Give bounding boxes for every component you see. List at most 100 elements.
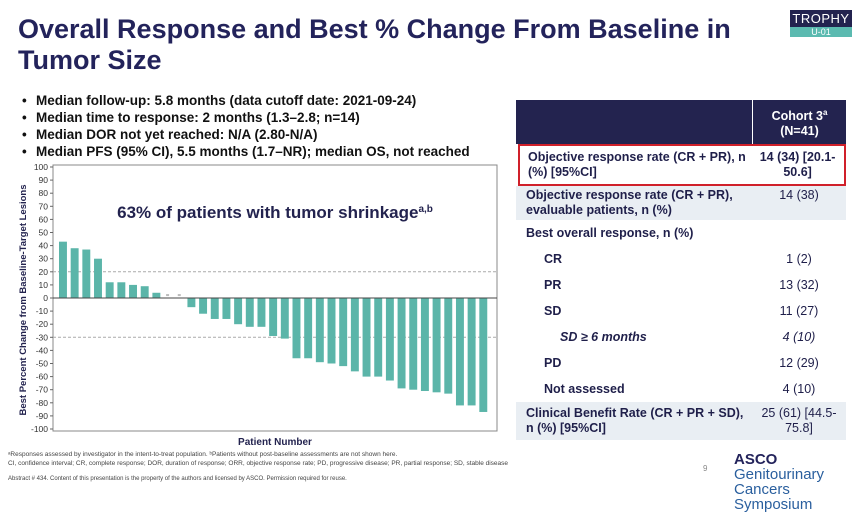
table-row: CR 1 (2) bbox=[516, 246, 846, 272]
asco-a: ASCO bbox=[734, 451, 778, 468]
row-label: PR bbox=[544, 277, 562, 292]
row-label: Clinical Benefit Rate (CR + PR + SD), n … bbox=[526, 406, 744, 435]
bar-marker bbox=[166, 294, 170, 297]
bar bbox=[420, 298, 429, 392]
table-row: PD 12 (29) bbox=[516, 350, 846, 376]
table-row: Objective response rate (CR + PR), n (%)… bbox=[518, 144, 846, 186]
y-tick-label: 30 bbox=[39, 254, 49, 264]
bar bbox=[210, 298, 219, 319]
bar bbox=[257, 298, 266, 327]
bullet: Median follow-up: 5.8 months (data cutof… bbox=[22, 92, 470, 109]
y-tick-label: -70 bbox=[36, 385, 49, 395]
y-tick-label: -100 bbox=[31, 424, 48, 434]
trophy-logo: TROPHY U-01 bbox=[790, 10, 852, 37]
bar bbox=[59, 241, 67, 298]
y-tick-label: 10 bbox=[39, 280, 49, 290]
bar bbox=[350, 298, 359, 372]
table-header: Cohort 3a (N=41) bbox=[516, 100, 846, 144]
y-tick-label: -60 bbox=[36, 372, 49, 382]
bar bbox=[140, 286, 149, 298]
bar bbox=[82, 249, 91, 298]
row-label: SD ≥ 6 months bbox=[560, 329, 647, 344]
bar bbox=[397, 298, 406, 389]
row-label: CR bbox=[544, 251, 563, 266]
bar bbox=[269, 298, 278, 336]
y-tick-label: -10 bbox=[36, 306, 49, 316]
footnote: ᵃResponses assessed by investigator in t… bbox=[8, 451, 398, 458]
bar bbox=[385, 298, 394, 381]
slide-title: Overall Response and Best % Change From … bbox=[18, 14, 731, 75]
bullet: Median time to response: 2 months (1.3–2… bbox=[22, 109, 470, 126]
row-value: 13 (32) bbox=[779, 277, 819, 292]
table-row: SD 11 (27) bbox=[516, 298, 846, 324]
row-value: 14 (38) bbox=[779, 188, 819, 202]
y-tick-label: -20 bbox=[36, 319, 49, 329]
abstract-note: Abstract # 434. Content of this presenta… bbox=[8, 476, 347, 482]
bar bbox=[187, 298, 196, 308]
bar bbox=[315, 298, 324, 363]
table-row: Not assessed 4 (10) bbox=[516, 376, 846, 402]
table-row: Objective response rate (CR + PR), evalu… bbox=[516, 186, 846, 220]
row-value: 4 (10) bbox=[782, 381, 816, 396]
bar bbox=[117, 282, 126, 298]
bar bbox=[234, 298, 243, 325]
row-value: 14 (34) [20.1-50.6] bbox=[759, 150, 836, 179]
bar bbox=[444, 298, 453, 394]
bar bbox=[70, 248, 79, 298]
page-number: 9 bbox=[703, 464, 708, 473]
chart-title-sup: a,b bbox=[418, 204, 432, 215]
col-n: (N=41) bbox=[780, 124, 819, 139]
table-row: PR 13 (32) bbox=[516, 272, 846, 298]
bar bbox=[374, 298, 383, 377]
y-tick-label: -40 bbox=[36, 345, 49, 355]
bar bbox=[304, 298, 313, 359]
row-label: Objective response rate (CR + PR), evalu… bbox=[526, 188, 733, 217]
bar bbox=[129, 284, 137, 298]
asco-b: Genitourinary bbox=[734, 466, 825, 483]
bar bbox=[362, 298, 371, 377]
bar bbox=[455, 298, 464, 406]
bar bbox=[105, 282, 114, 298]
bar bbox=[339, 298, 348, 367]
y-tick-label: -30 bbox=[36, 332, 49, 342]
row-label: SD bbox=[544, 303, 562, 318]
bar bbox=[432, 298, 441, 393]
bullet: Median PFS (95% CI), 5.5 months (1.7–NR)… bbox=[22, 143, 470, 160]
bullet: Median DOR not yet reached: N/A (2.80-N/… bbox=[22, 126, 470, 143]
y-tick-label: -80 bbox=[36, 398, 49, 408]
y-tick-label: 70 bbox=[39, 201, 49, 211]
asco-c: Cancers Symposium bbox=[734, 481, 813, 513]
waterfall-chart: 1009080706050403020100-10-20-30-40-50-60… bbox=[18, 162, 498, 448]
bar bbox=[292, 298, 301, 359]
table-row: SD ≥ 6 months 4 (10) bbox=[516, 324, 846, 350]
x-axis-label: Patient Number bbox=[238, 437, 312, 448]
table-row: Best overall response, n (%) bbox=[516, 220, 846, 246]
row-value: 1 (2) bbox=[786, 251, 812, 266]
y-tick-label: -90 bbox=[36, 411, 49, 421]
col-header: Cohort 3 bbox=[771, 109, 823, 124]
y-tick-label: 90 bbox=[39, 175, 49, 185]
row-label: Not assessed bbox=[544, 381, 625, 396]
row-label: Objective response rate (CR + PR), n (%)… bbox=[528, 150, 746, 179]
bar bbox=[222, 298, 231, 319]
bar bbox=[409, 298, 418, 390]
bar-marker bbox=[177, 294, 181, 297]
y-axis-label: Best Percent Change from Baseline-Target… bbox=[18, 184, 29, 415]
bar bbox=[327, 298, 336, 364]
y-tick-label: 50 bbox=[39, 228, 49, 238]
col-sup: a bbox=[822, 107, 828, 117]
y-tick-label: 100 bbox=[34, 162, 48, 172]
bar bbox=[199, 298, 208, 314]
bar bbox=[280, 298, 289, 339]
y-tick-label: 60 bbox=[39, 214, 49, 224]
row-value: 25 (61) [44.5-75.8] bbox=[761, 406, 837, 435]
bar bbox=[94, 258, 102, 298]
bar bbox=[479, 298, 488, 412]
row-value: 12 (29) bbox=[779, 355, 819, 370]
table-row: Clinical Benefit Rate (CR + PR + SD), n … bbox=[516, 402, 846, 440]
logo-name: TROPHY bbox=[790, 10, 852, 27]
y-tick-label: 20 bbox=[39, 267, 49, 277]
bar bbox=[152, 292, 161, 298]
bar bbox=[467, 298, 476, 406]
response-table: Cohort 3a (N=41) Objective response rate … bbox=[516, 100, 846, 440]
